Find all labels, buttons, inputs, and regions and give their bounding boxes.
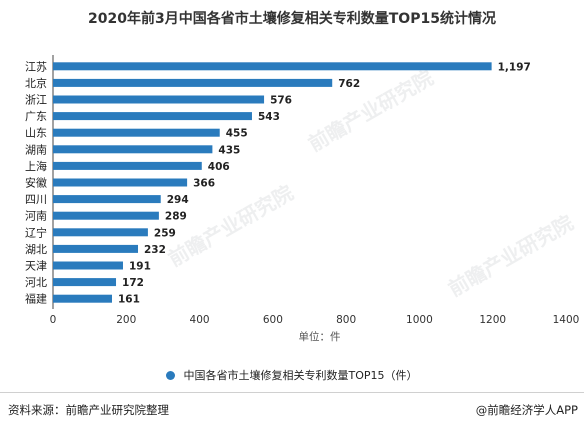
category-label: 河北 [25,276,47,289]
footer: 资料来源：前瞻产业研究院整理 @前瞻经济学人APP [0,392,584,429]
data-label: 232 [144,244,166,256]
x-tick-label: 1400 [553,314,580,326]
data-label: 543 [258,111,280,123]
category-label: 江苏 [25,60,47,73]
data-label: 435 [218,144,240,156]
data-label: 259 [154,227,176,239]
x-tick-label: 400 [190,314,210,326]
data-label: 762 [338,78,360,90]
bar [53,145,213,154]
x-tick-label: 0 [50,314,57,326]
data-label: 406 [208,161,230,173]
bar [53,228,148,237]
category-label: 辽宁 [25,225,47,239]
data-label: 1,197 [498,61,531,73]
bar-chart: 江苏 1,197 北京 762 浙江 576 广东 543 山东 455 湖南 435 上海 406 安徽 3… [25,55,580,343]
data-label: 366 [193,178,215,190]
legend-marker [166,370,176,380]
x-tick-label: 800 [336,314,356,326]
data-label: 172 [122,277,144,289]
category-label: 湖北 [25,243,47,256]
category-label: 山东 [25,127,47,140]
bar [53,278,117,287]
legend-label: 中国各省市土壤修复相关专利数量TOP15（件） [183,369,418,382]
bar [53,112,252,121]
x-tick-label: 200 [116,314,136,326]
data-label: 289 [165,211,187,223]
bar [53,195,161,204]
bar [53,128,220,137]
category-label: 安徽 [25,176,47,190]
bar [53,161,202,170]
bar [53,78,333,87]
category-label: 湖南 [25,143,47,156]
x-axis-title: 单位：件 [299,330,341,343]
category-label: 北京 [25,76,47,90]
data-label: 576 [270,95,292,107]
x-tick-label: 600 [263,314,283,326]
bar [53,211,159,220]
category-label: 上海 [25,159,47,173]
data-label: 191 [129,261,151,273]
bar [53,62,492,71]
category-label: 天津 [25,260,47,273]
bar [53,261,123,270]
source-note: 资料来源：前瞻产业研究院整理 [8,403,169,417]
data-label: 294 [167,194,189,206]
category-label: 福建 [25,292,47,306]
x-tick-label: 1000 [406,314,433,326]
bar [53,294,112,303]
category-label: 河南 [25,210,47,223]
bar [53,244,139,253]
category-label: 浙江 [25,94,47,107]
category-label: 广东 [25,110,47,123]
data-label: 161 [118,294,140,306]
data-label: 455 [226,128,248,140]
chart-title: 2020年前3月中国各省市土壤修复相关专利数量TOP15统计情况 [88,11,496,27]
bar [53,178,188,187]
x-tick-label: 1200 [479,314,506,326]
legend: 中国各省市土壤修复相关专利数量TOP15（件） [0,367,584,383]
brand-credit: @前瞻经济学人APP [475,403,578,417]
bar [53,95,265,104]
category-label: 四川 [25,193,47,206]
